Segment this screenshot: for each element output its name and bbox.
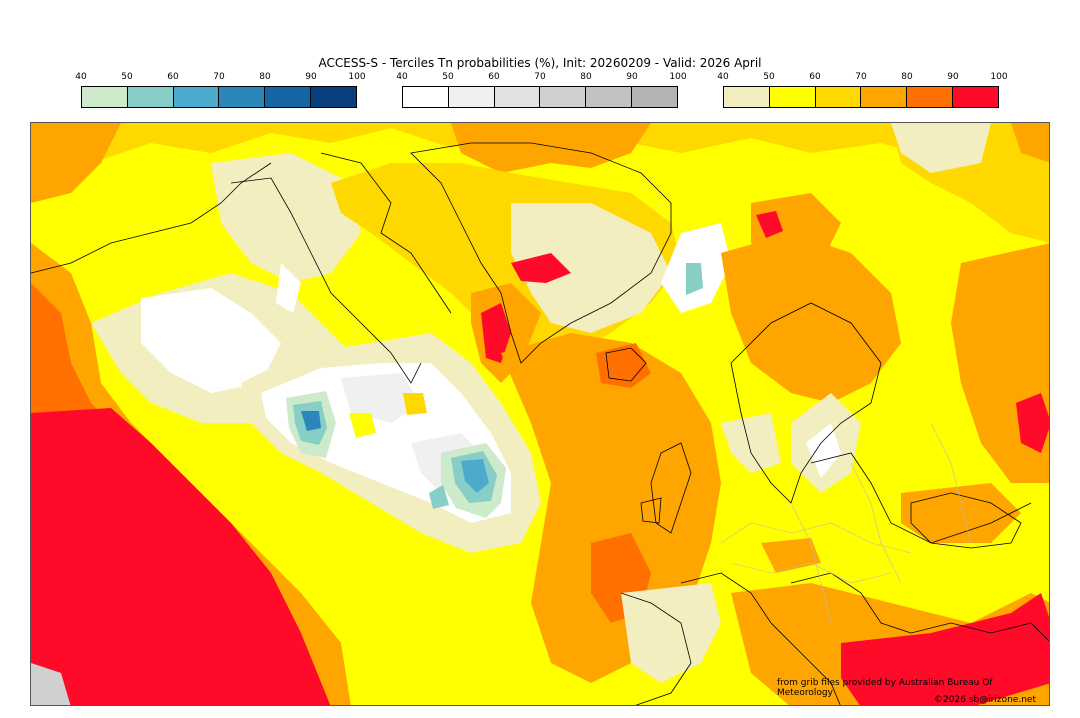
legend-color-swatch: [494, 87, 541, 107]
legend-tick-label: 90: [626, 72, 638, 82]
contour-below-60: [461, 459, 489, 493]
contour-40-above: [511, 203, 671, 333]
contour-normal: [31, 663, 71, 705]
legend-colorbar: [723, 86, 999, 108]
legend-tick-label: 100: [990, 72, 1008, 82]
legend-tick-label: 90: [305, 72, 317, 82]
legend-color-swatch: [311, 87, 356, 107]
legend-color-swatch: [173, 87, 220, 107]
legend-tick-label: 50: [121, 72, 133, 82]
contour-70-above: [721, 233, 901, 403]
legend-tick-label: 70: [855, 72, 867, 82]
legend-below-normal: 40 50 60 70 80 90 100: [75, 72, 366, 108]
legend-tick-label: 100: [348, 72, 366, 82]
legend-tick-label: 80: [580, 72, 592, 82]
legend-ticks: 40 50 60 70 80 90 100: [717, 72, 1007, 86]
legend-tick-label: 80: [259, 72, 271, 82]
contour-normal: [806, 423, 841, 478]
legend-color-swatch: [724, 87, 770, 107]
contour-90-above: [511, 253, 571, 283]
legend-color-swatch: [127, 87, 174, 107]
contour-90-above: [756, 211, 783, 238]
author-credit: ©2026 sb@irizone.net: [934, 695, 1036, 705]
contour-60: [31, 123, 1049, 163]
map-title: ACCESS-S - Terciles Tn probabilities (%)…: [318, 56, 762, 70]
legend-color-swatch: [540, 87, 587, 107]
contour-70-above: [1011, 123, 1049, 163]
contour-60-above: [403, 393, 427, 415]
contour-below-50: [686, 263, 703, 295]
legend-tick-label: 40: [75, 72, 87, 82]
contour-40-above: [891, 123, 991, 173]
contour-below-70: [301, 411, 321, 431]
legend-tick-label: 70: [534, 72, 546, 82]
legend-tick-label: 70: [213, 72, 225, 82]
legend-color-swatch: [448, 87, 495, 107]
legend-ticks: 40 50 60 70 80 90 100: [396, 72, 686, 86]
legend-color-swatch: [953, 87, 998, 107]
contour-50-above: [349, 413, 376, 438]
source-credit: from grib files provided by Australian B…: [777, 678, 993, 698]
legend-color-swatch: [265, 87, 312, 107]
contour-70: [31, 123, 121, 203]
legend-color-swatch: [586, 87, 633, 107]
legend-color-swatch: [769, 87, 816, 107]
contour-40-above: [721, 413, 781, 473]
contour-below-50: [429, 485, 449, 509]
probability-map: from grib files provided by Australian B…: [30, 122, 1050, 706]
legend-colorbar: [81, 86, 357, 108]
contour-40-above: [621, 583, 721, 683]
legend-color-swatch: [632, 87, 677, 107]
contour-normal: [141, 288, 281, 393]
country-borders: [720, 422, 972, 624]
legend-tick-label: 90: [947, 72, 959, 82]
legend-color-swatch: [82, 87, 128, 107]
legend-tick-label: 60: [488, 72, 500, 82]
legend-ticks: 40 50 60 70 80 90 100: [75, 72, 365, 86]
legend-color-swatch: [403, 87, 449, 107]
contour-90: [31, 408, 331, 705]
legend-tick-label: 50: [763, 72, 775, 82]
legend-tick-label: 40: [396, 72, 408, 82]
contour-70: [451, 123, 651, 173]
contour-normal-50: [341, 373, 421, 423]
contour-90-above: [841, 593, 1049, 705]
legend-near-normal: 40 50 60 70 80 90 100: [396, 72, 687, 108]
legend-tick-label: 40: [717, 72, 729, 82]
legend-above-normal: 40 50 60 70 80 90 100: [717, 72, 1008, 108]
legend-color-swatch: [219, 87, 266, 107]
legend-colorbar: [402, 86, 678, 108]
legend-color-swatch: [815, 87, 862, 107]
legend-tick-label: 60: [809, 72, 821, 82]
map-canvas: [31, 123, 1049, 705]
legend-color-swatch: [907, 87, 954, 107]
contour-90-above: [481, 303, 511, 363]
contour-normal: [276, 263, 301, 313]
legend-tick-label: 60: [167, 72, 179, 82]
legend-tick-label: 80: [901, 72, 913, 82]
legend-tick-label: 50: [442, 72, 454, 82]
legend-color-swatch: [861, 87, 908, 107]
legend-tick-label: 100: [669, 72, 687, 82]
contour-40-above: [211, 153, 361, 283]
coastlines: [31, 142, 1049, 705]
contour-90-above: [1016, 393, 1049, 453]
